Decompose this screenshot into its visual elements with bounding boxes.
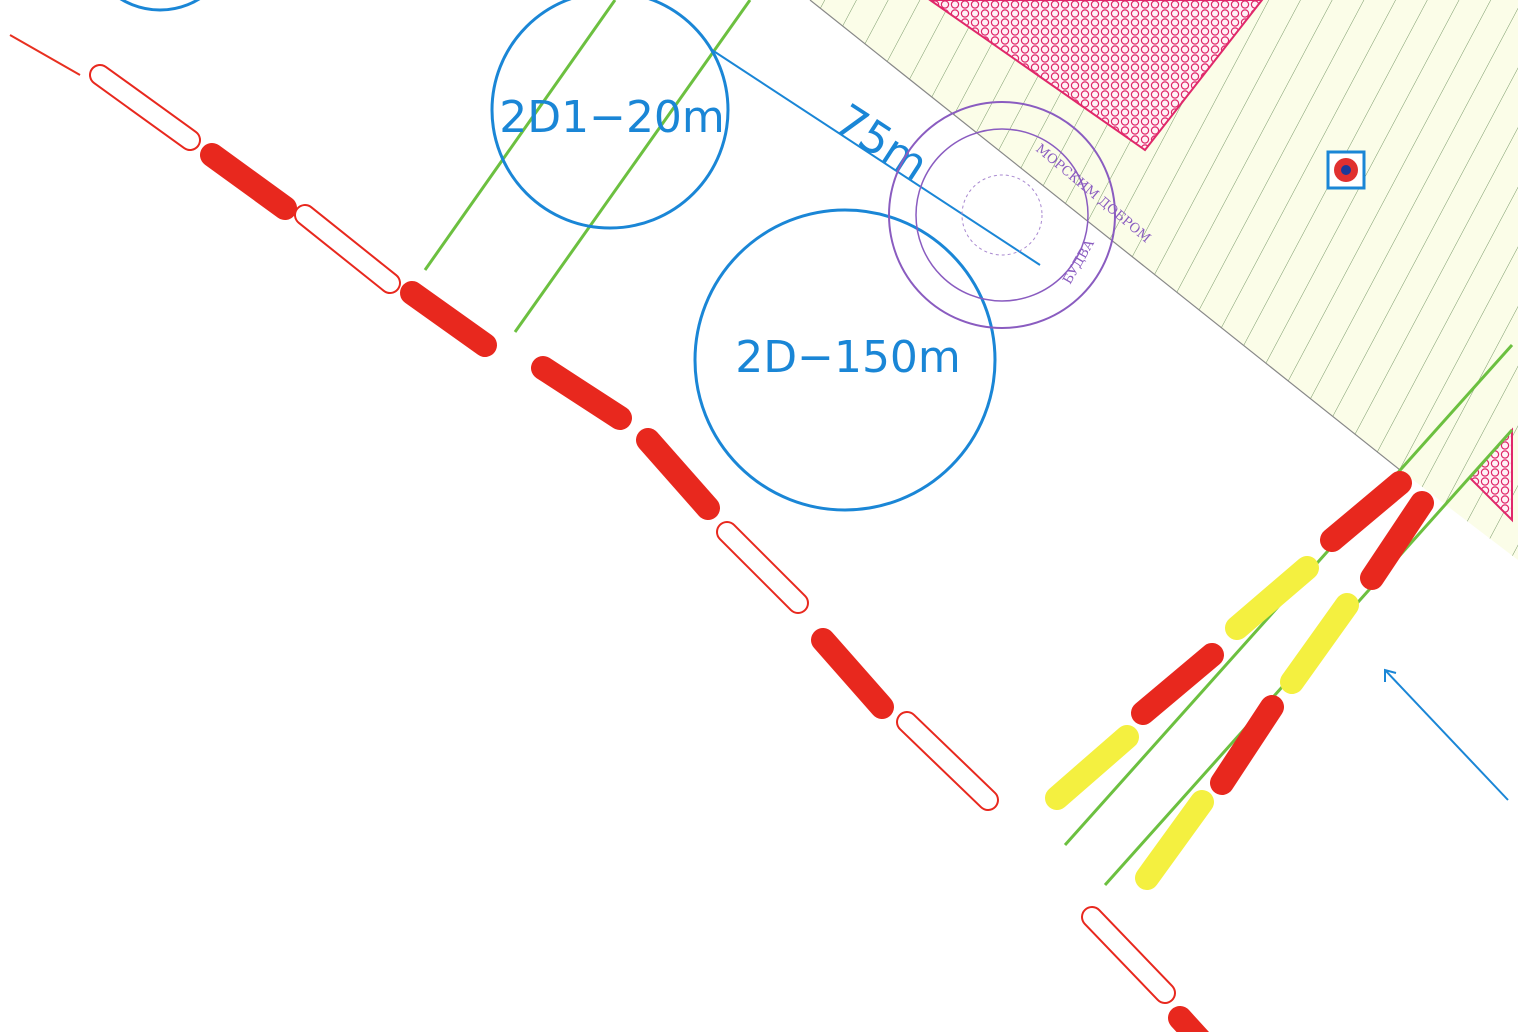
outlined-markers — [100, 75, 1165, 993]
red-line — [10, 35, 80, 75]
buoy-icon — [1328, 152, 1364, 188]
stamp-text: БУДВА — [1060, 237, 1098, 287]
zone-label: 2D1−20m — [499, 92, 725, 143]
zone-label: 2D−150m — [735, 332, 961, 383]
arrow — [1385, 670, 1508, 800]
distance-label: 75m — [826, 95, 937, 192]
outlined-markers-inner — [100, 75, 1165, 993]
map: 2D1−20m 2D−150m 75m МОРСКИМ ДОБРОМ БУДВА — [0, 0, 1518, 1032]
zones — [85, 0, 995, 510]
